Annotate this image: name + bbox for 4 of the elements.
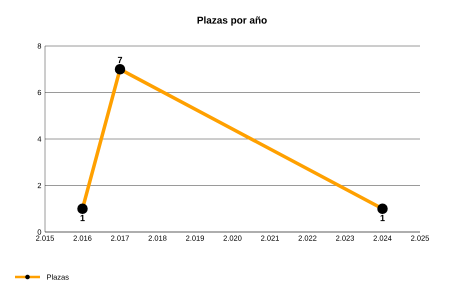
data-label: 1 xyxy=(380,214,385,222)
chart-title: Plazas por año xyxy=(198,16,267,26)
data-label: 7 xyxy=(118,56,122,64)
data-label: 1 xyxy=(80,214,85,222)
